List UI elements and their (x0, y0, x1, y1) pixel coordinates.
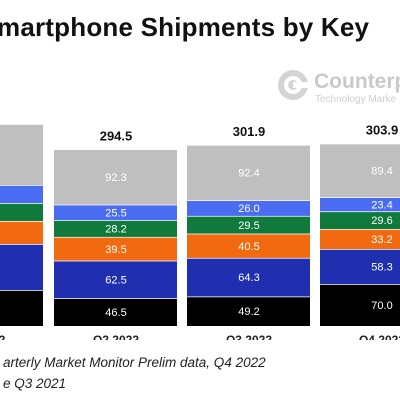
bar-segment (0, 203, 44, 221)
total-label: 294.5 (100, 128, 133, 143)
brand-logo: Counterp Technology Marke (276, 68, 400, 108)
bar-segment (319, 211, 400, 230)
bar-segment (319, 249, 400, 284)
bar-segment (0, 244, 44, 290)
bar-segment (319, 143, 400, 198)
bar-segment (319, 229, 400, 250)
bar-segment (186, 233, 311, 258)
bar-segment (319, 197, 400, 212)
bar-segment (186, 296, 311, 326)
data-label: 46.5 (105, 307, 126, 319)
data-label: 49.2 (238, 306, 259, 318)
bar-segment (186, 144, 311, 201)
logo-icon (278, 70, 309, 100)
bar-segment (53, 236, 178, 261)
bar-segment (53, 219, 178, 237)
bar-segment (53, 204, 178, 220)
bar-segment (53, 260, 178, 299)
x-tick-label: Q4 2022 (359, 333, 400, 340)
bar-segment (0, 185, 44, 203)
data-label: 39.5 (105, 244, 126, 256)
bar-segment (186, 257, 311, 297)
data-label: 23.4 (371, 199, 392, 211)
data-label: 62.5 (105, 274, 126, 286)
data-label: 92.3 (105, 172, 126, 184)
total-label: 303.9 (366, 123, 399, 138)
data-label: 29.5 (238, 220, 259, 232)
bar-segment (53, 149, 178, 205)
footnote-source: arterly Market Monitor Prelim data, Q4 2… (3, 355, 266, 370)
data-label: 25.5 (105, 207, 126, 219)
data-label: 70.0 (371, 300, 392, 312)
data-label: 29.6 (371, 215, 392, 227)
bar-segment (186, 215, 311, 234)
footnote-note: e Q3 2021 (3, 376, 67, 391)
x-tick-label: Q3 2022 (226, 333, 272, 340)
data-label: 40.5 (238, 241, 259, 253)
stacked-bar-chart: 2 46.5 62.5 39.5 28.2 25.5 92.3 294.5 Q2 2022 49.… (0, 123, 400, 340)
bar-segment (186, 200, 311, 216)
bar-segment (53, 298, 178, 326)
chart-title: martphone Shipments by Key (0, 12, 370, 42)
x-tick-label: 2 (0, 333, 6, 340)
data-label: 89.4 (371, 165, 392, 177)
total-label: 301.9 (233, 124, 266, 139)
bar-segment (319, 284, 400, 326)
data-label: 92.4 (238, 168, 259, 180)
data-label: 28.2 (105, 223, 126, 235)
logo-tagline: Technology Marke (315, 94, 397, 105)
data-label: 64.3 (238, 272, 259, 284)
data-label: 58.3 (371, 262, 392, 274)
x-tick-label: Q2 2022 (93, 333, 139, 340)
logo-wordmark: Counterp (314, 70, 400, 93)
bar-segment (0, 124, 44, 185)
bar-segment (0, 290, 44, 326)
bar-segment (0, 221, 44, 244)
data-label: 26.0 (238, 203, 259, 215)
data-label: 33.2 (371, 234, 392, 246)
